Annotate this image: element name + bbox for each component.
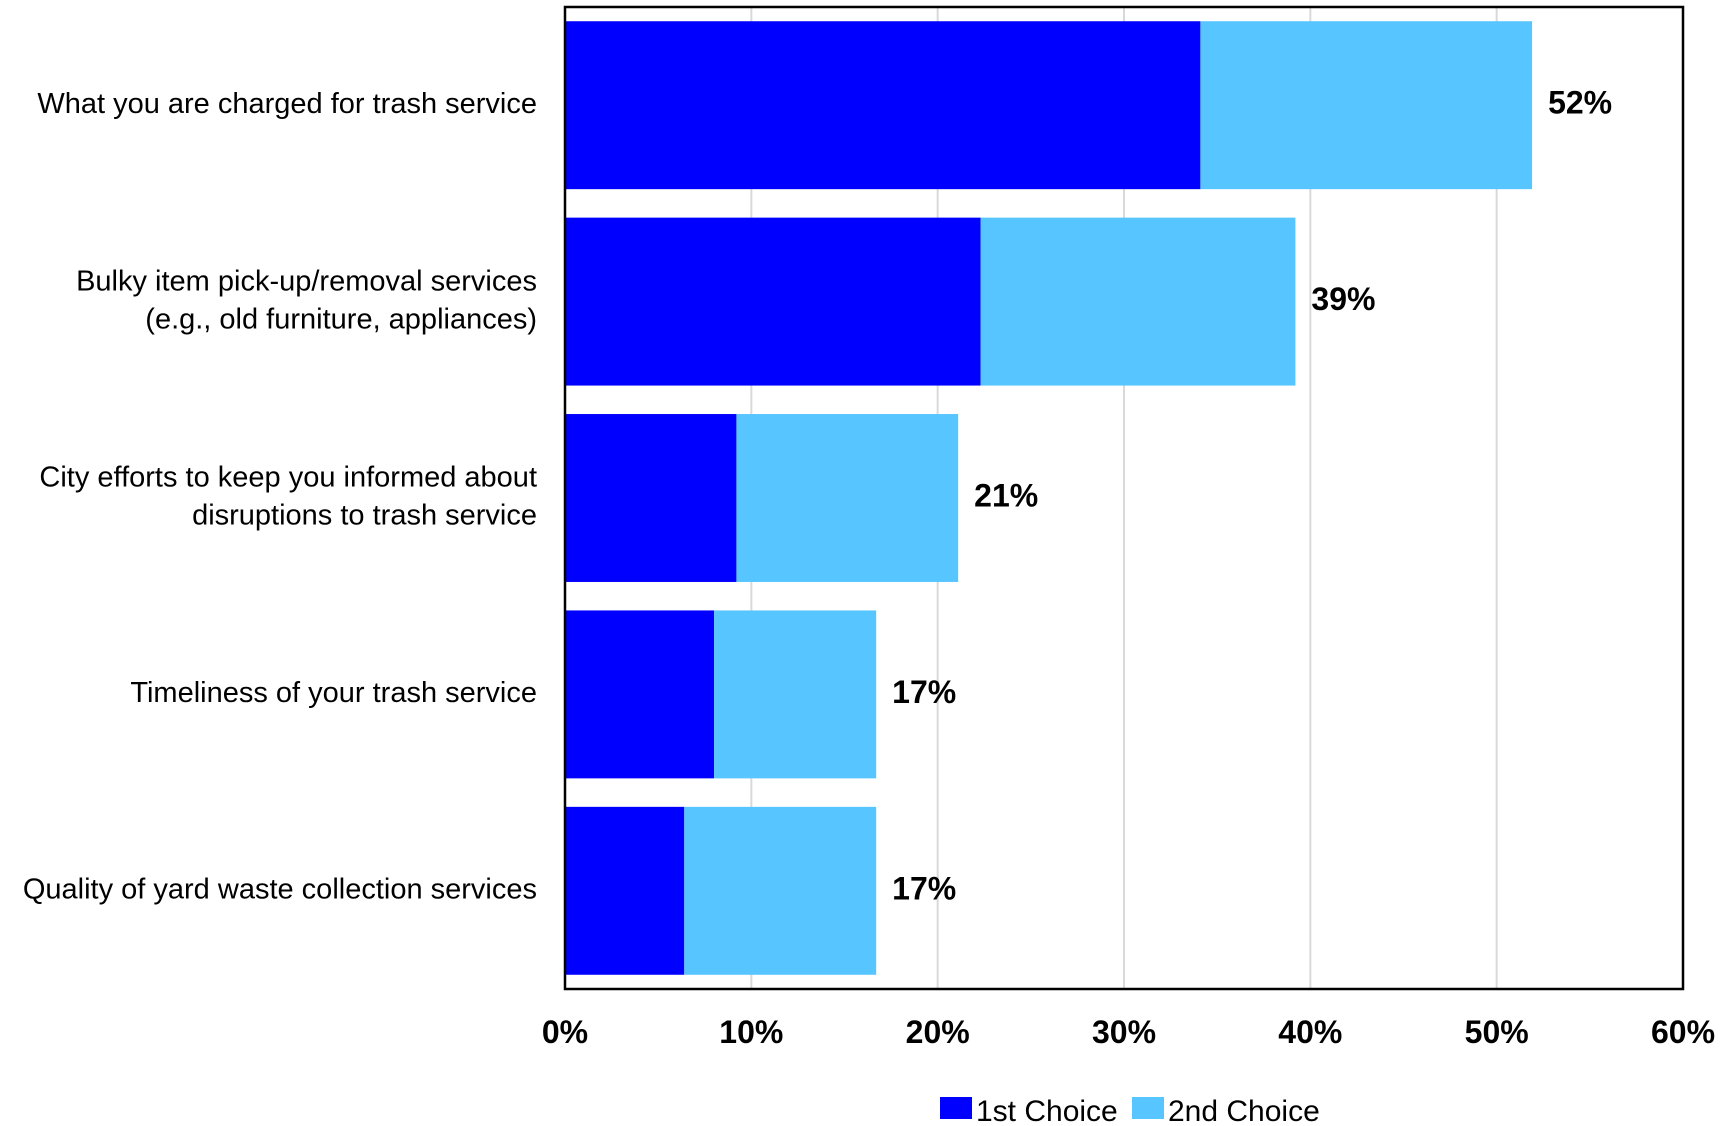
legend-label-1st-choice: 1st Choice: [976, 1095, 1118, 1126]
legend-swatch-1st-choice: [940, 1097, 972, 1119]
bar-1st-choice-0: [565, 21, 1201, 190]
category-label-0: What you are charged for trash service: [37, 88, 537, 120]
bar-1st-choice-2: [565, 414, 737, 582]
category-label-4: Quality of yard waste collection service…: [23, 873, 537, 905]
total-label-2: 21%: [974, 477, 1038, 513]
x-tick-label-3: 30%: [1092, 1014, 1156, 1050]
category-label-1-line-1: (e.g., old furniture, appliances): [145, 303, 537, 335]
bar-2nd-choice-4: [684, 806, 877, 975]
bar-2nd-choice-3: [714, 610, 877, 779]
plot-area-border: [563, 5, 1685, 991]
total-label-0: 52%: [1548, 85, 1612, 121]
total-label-1: 39%: [1311, 281, 1375, 317]
category-label-1-line-0: Bulky item pick-up/removal services: [76, 265, 537, 297]
x-tick-label-4: 40%: [1278, 1014, 1342, 1050]
total-label-4: 17%: [892, 870, 956, 906]
bar-2nd-choice-0: [1200, 21, 1533, 190]
x-tick-label-6: 60%: [1651, 1014, 1715, 1050]
x-tick-label-5: 50%: [1465, 1014, 1529, 1050]
bar-1st-choice-3: [565, 610, 715, 779]
x-tick-label-2: 20%: [906, 1014, 970, 1050]
x-tick-label-0: 0%: [542, 1014, 588, 1050]
legend-label-2nd-choice: 2nd Choice: [1168, 1095, 1320, 1126]
total-label-3: 17%: [892, 674, 956, 710]
bar-1st-choice-4: [565, 806, 685, 975]
x-tick-label-1: 10%: [719, 1014, 783, 1050]
category-label-2-line-0: City efforts to keep you informed about: [39, 462, 537, 494]
category-label-2-line-1: disruptions to trash service: [192, 500, 537, 532]
bar-2nd-choice-2: [736, 414, 959, 582]
category-label-3: Timeliness of your trash service: [130, 677, 537, 709]
bar-2nd-choice-1: [980, 217, 1296, 386]
bar-1st-choice-1: [565, 217, 981, 386]
legend-swatch-2nd-choice: [1132, 1097, 1164, 1119]
